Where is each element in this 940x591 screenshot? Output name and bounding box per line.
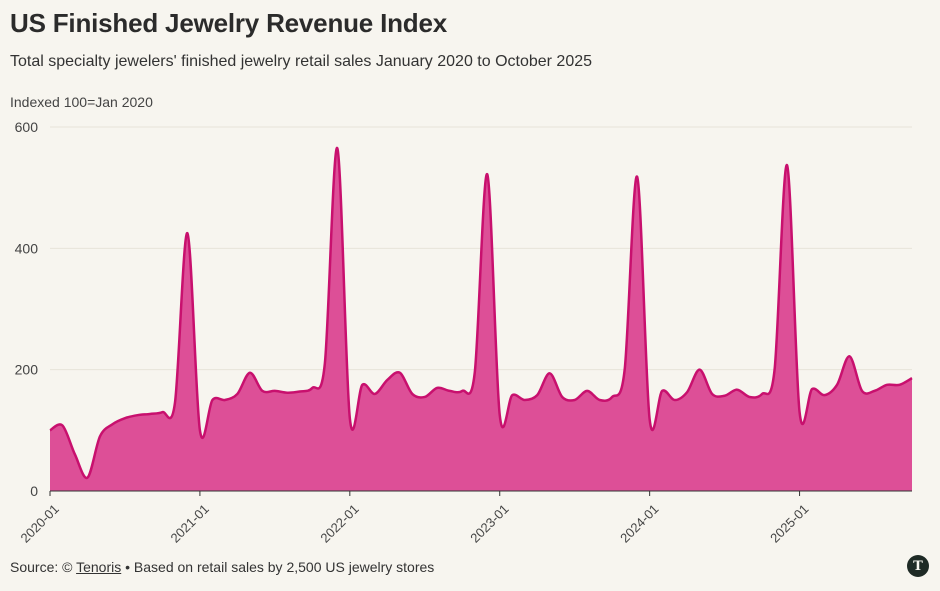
area-layer [49, 146, 913, 492]
y-tick-labels: 0 200 400 600 [15, 119, 39, 499]
x-tick-label: 2024-01 [617, 501, 661, 545]
chart-title: US Finished Jewelry Revenue Index [10, 8, 447, 38]
tenoris-logo-icon[interactable]: T [907, 555, 929, 577]
x-tick-label: 2025-01 [767, 501, 811, 545]
x-tick-label: 2022-01 [317, 501, 361, 545]
series-area [50, 147, 912, 491]
source-suffix: • Based on retail sales by 2,500 US jewe… [121, 559, 435, 575]
y-axis-label: Indexed 100=Jan 2020 [10, 94, 153, 110]
y-tick-label: 400 [15, 240, 39, 256]
x-tick-labels: 2020-01 2021-01 2022-01 2023-01 2024-01 2025-… [18, 491, 811, 546]
chart-subtitle: Total specialty jewelers' finished jewel… [10, 53, 593, 70]
y-tick-label: 600 [15, 119, 39, 135]
x-tick-label: 2021-01 [167, 501, 211, 545]
x-tick-label: 2020-01 [18, 501, 62, 545]
y-tick-label: 0 [30, 483, 38, 499]
series-line [49, 146, 913, 480]
source-link[interactable]: Tenoris [76, 559, 122, 575]
source-note: Source: © Tenoris • Based on retail sale… [10, 559, 434, 575]
y-tick-label: 200 [15, 362, 39, 378]
source-prefix: Source: © [10, 559, 77, 575]
x-tick-label: 2023-01 [467, 501, 511, 545]
